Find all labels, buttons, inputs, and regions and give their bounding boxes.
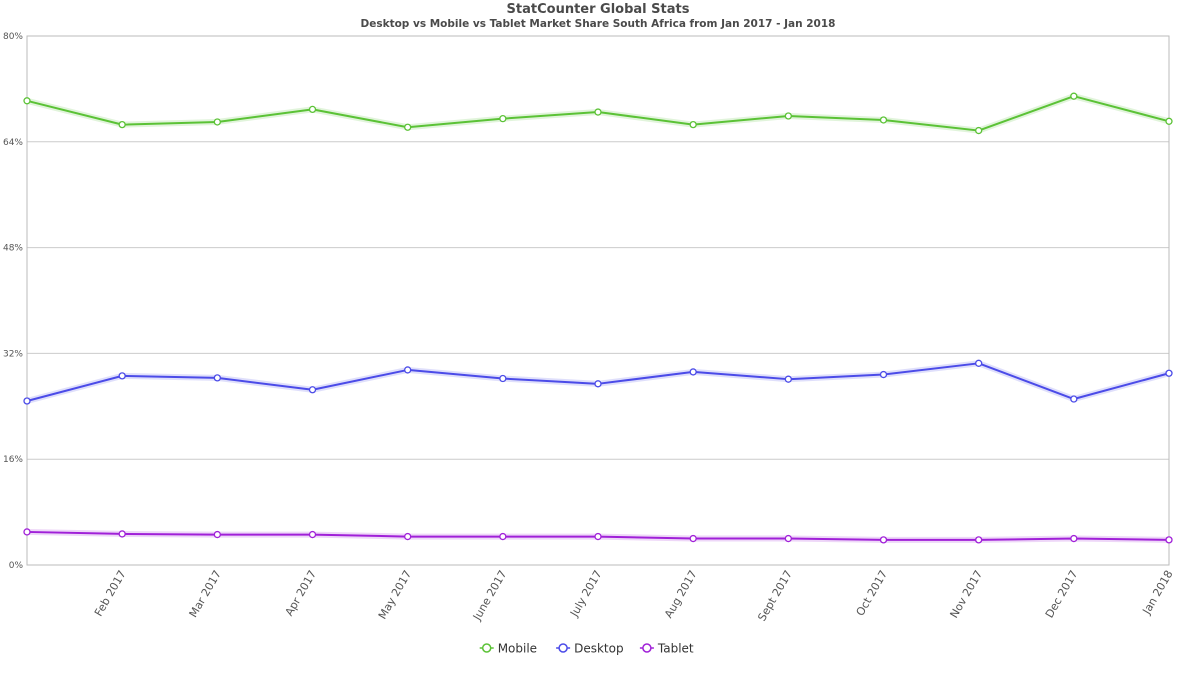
data-point[interactable] bbox=[213, 374, 221, 382]
x-tick-label: Nov 2017 bbox=[948, 568, 986, 620]
legend-item-desktop[interactable]: Desktop bbox=[556, 642, 624, 656]
series-lines bbox=[23, 92, 1173, 544]
legend-marker bbox=[558, 643, 568, 653]
data-point[interactable] bbox=[1165, 369, 1173, 377]
legend-marker bbox=[642, 643, 652, 653]
series-mobile bbox=[23, 92, 1173, 135]
data-point[interactable] bbox=[1165, 536, 1173, 544]
data-point[interactable] bbox=[784, 375, 792, 383]
x-tick-label: Apr 2017 bbox=[283, 568, 320, 618]
series-tablet bbox=[23, 528, 1173, 544]
y-tick-label: 32% bbox=[3, 349, 23, 359]
data-point[interactable] bbox=[975, 359, 983, 367]
data-point[interactable] bbox=[1070, 534, 1078, 543]
x-tick-label: Aug 2017 bbox=[662, 568, 700, 620]
data-point[interactable] bbox=[23, 528, 31, 536]
data-point[interactable] bbox=[1070, 92, 1078, 100]
data-point[interactable] bbox=[879, 370, 888, 379]
data-point[interactable] bbox=[594, 108, 602, 116]
data-point[interactable] bbox=[308, 386, 317, 394]
data-point[interactable] bbox=[499, 115, 507, 123]
y-tick-label: 16% bbox=[3, 455, 23, 465]
data-point[interactable] bbox=[1165, 117, 1173, 125]
y-axis: 0% 16% 32% 48% 64% 80% bbox=[3, 32, 23, 571]
data-point[interactable] bbox=[213, 530, 221, 539]
data-point[interactable] bbox=[499, 532, 507, 541]
series-desktop bbox=[23, 359, 1173, 405]
legend-marker bbox=[481, 643, 492, 653]
chart-title: StatCounter Global Stats bbox=[507, 2, 690, 17]
data-point[interactable] bbox=[594, 532, 602, 541]
data-point[interactable] bbox=[784, 534, 792, 543]
x-tick-label: Oct 2017 bbox=[854, 568, 891, 618]
x-tick-label: Dec 2017 bbox=[1043, 568, 1081, 620]
data-point[interactable] bbox=[594, 380, 602, 388]
y-tick-label: 0% bbox=[9, 561, 24, 571]
plot-frame bbox=[26, 35, 1170, 566]
data-point[interactable] bbox=[404, 123, 412, 131]
chart-subtitle: Desktop vs Mobile vs Tablet Market Share… bbox=[361, 18, 836, 30]
x-tick-label: May 2017 bbox=[376, 568, 414, 621]
data-point[interactable] bbox=[689, 534, 697, 543]
data-point[interactable] bbox=[404, 366, 412, 374]
x-tick-label: July 2017 bbox=[567, 568, 604, 620]
data-point[interactable] bbox=[213, 118, 221, 126]
x-tick-label: June 2017 bbox=[470, 568, 509, 623]
data-point[interactable] bbox=[784, 112, 792, 120]
y-tick-label: 64% bbox=[3, 138, 23, 148]
y-tick-label: 80% bbox=[3, 32, 23, 42]
data-point[interactable] bbox=[879, 536, 888, 544]
data-point[interactable] bbox=[689, 368, 697, 376]
legend-item-mobile[interactable]: Mobile bbox=[479, 642, 537, 656]
data-point[interactable] bbox=[308, 105, 317, 114]
x-tick-label: Mar 2017 bbox=[187, 568, 224, 620]
x-axis: Feb 2017 Mar 2017 Apr 2017 May 2017 June 201… bbox=[92, 568, 1176, 623]
data-point[interactable] bbox=[879, 116, 888, 124]
legend-item-tablet[interactable]: Tablet bbox=[639, 642, 694, 656]
data-point[interactable] bbox=[975, 126, 983, 135]
data-point[interactable] bbox=[23, 397, 31, 405]
data-point[interactable] bbox=[975, 536, 983, 544]
data-point[interactable] bbox=[689, 120, 697, 129]
data-point[interactable] bbox=[118, 372, 126, 380]
x-tick-label: Feb 2017 bbox=[92, 568, 129, 619]
data-point[interactable] bbox=[499, 374, 507, 383]
x-tick-label: Jan 2018 bbox=[1140, 568, 1176, 617]
x-tick-label: Sept 2017 bbox=[755, 568, 795, 623]
y-tick-label: 48% bbox=[3, 244, 23, 254]
data-point[interactable] bbox=[118, 120, 126, 129]
data-point[interactable] bbox=[308, 530, 317, 539]
data-point[interactable] bbox=[118, 530, 126, 538]
legend-label: Tablet bbox=[657, 642, 694, 656]
legend-label: Desktop bbox=[574, 642, 624, 656]
data-point[interactable] bbox=[404, 532, 412, 541]
legend[interactable]: Mobile Desktop Tablet bbox=[479, 642, 694, 656]
data-point[interactable] bbox=[23, 97, 31, 105]
legend-label: Mobile bbox=[498, 642, 537, 656]
data-point[interactable] bbox=[1070, 395, 1078, 403]
